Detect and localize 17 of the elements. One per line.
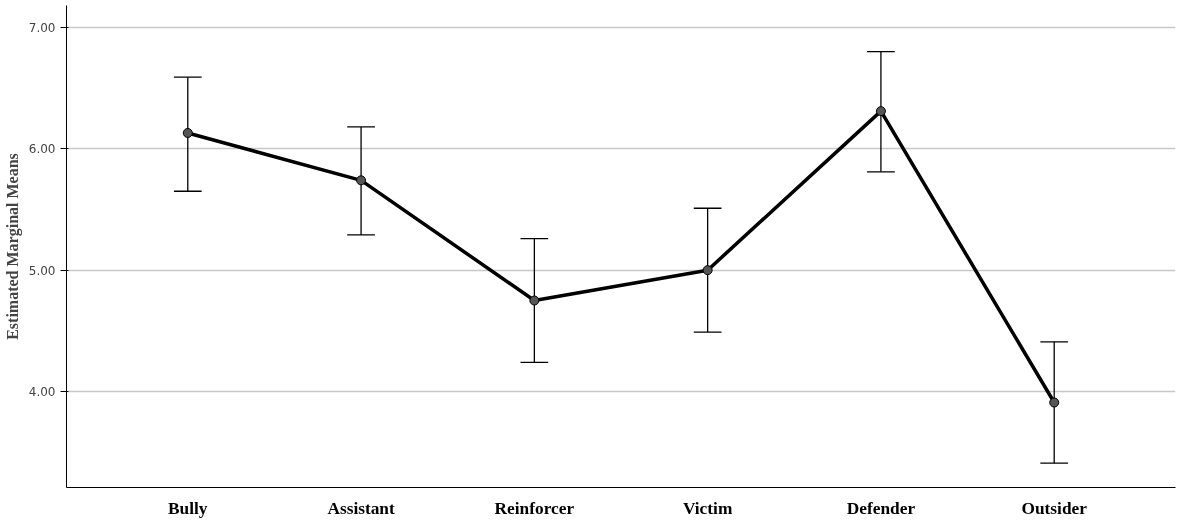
x-tick-label: Bully [168,498,208,518]
x-tick-label: Assistant [327,498,396,518]
point [875,106,886,117]
x-tick-label: Outsider [1021,498,1088,518]
y-tick-label: 5.00 [28,263,56,278]
point [702,265,713,276]
point [1049,397,1060,408]
x-tick-label: Defender [846,498,916,518]
x-tick-label: Victim [682,498,733,518]
point [529,295,540,306]
x-tick-label: Reinforcer [494,498,575,518]
y-tick-label: 6.00 [28,142,56,157]
point [356,175,367,186]
y-tick-label: 7.00 [28,20,56,35]
y-axis-title: Estimated Marginal Means [3,153,22,340]
y-tick-label: 4.00 [28,385,56,400]
point [182,127,193,138]
